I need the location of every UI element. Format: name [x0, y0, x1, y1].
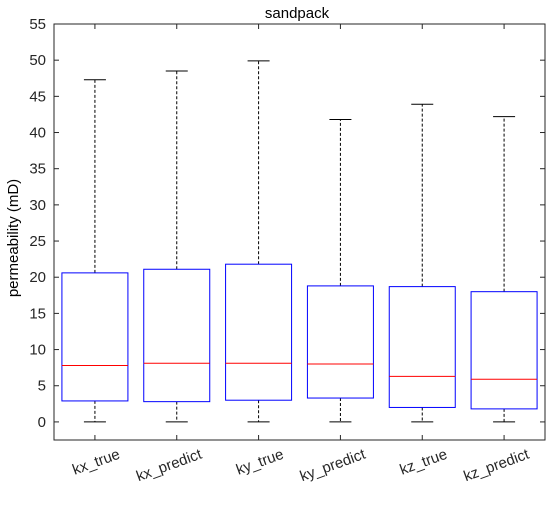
box-2	[225, 263, 293, 401]
y-tick-label-1: 5	[38, 378, 46, 395]
x-category-label-0: kx_true	[70, 446, 122, 479]
box-0	[61, 272, 129, 402]
y-tick-label-0: 0	[38, 414, 46, 431]
y-axis-label: permeability (mD)	[5, 179, 22, 297]
y-tick-label-4: 20	[29, 269, 46, 286]
y-tick-label-8: 40	[29, 125, 46, 142]
y-tick-label-5: 25	[29, 233, 46, 250]
box-1	[143, 268, 211, 403]
x-category-label-4: kz_true	[398, 446, 450, 479]
chart-title: sandpack	[265, 5, 330, 22]
box-3	[306, 285, 374, 399]
x-category-label-1: kx_predict	[134, 446, 205, 486]
box-4	[388, 286, 456, 408]
y-tick-label-7: 35	[29, 161, 46, 178]
y-tick-label-10: 50	[29, 52, 46, 69]
x-category-label-5: kz_predict	[461, 446, 532, 486]
y-tick-label-2: 10	[29, 342, 46, 359]
x-category-label-3: ky_predict	[298, 446, 369, 486]
y-tick-label-3: 15	[29, 305, 46, 322]
y-tick-label-9: 45	[29, 88, 46, 105]
y-tick-label-6: 30	[29, 197, 46, 214]
axes-frame	[53, 23, 546, 441]
x-category-label-2: ky_true	[234, 446, 286, 479]
y-tick-label-11: 55	[29, 16, 46, 33]
box-5	[470, 291, 538, 410]
plot-area: 0 5 10 15 20 25 30 35 40 45 50 55 kx_true kx_predict k…	[29, 16, 545, 485]
